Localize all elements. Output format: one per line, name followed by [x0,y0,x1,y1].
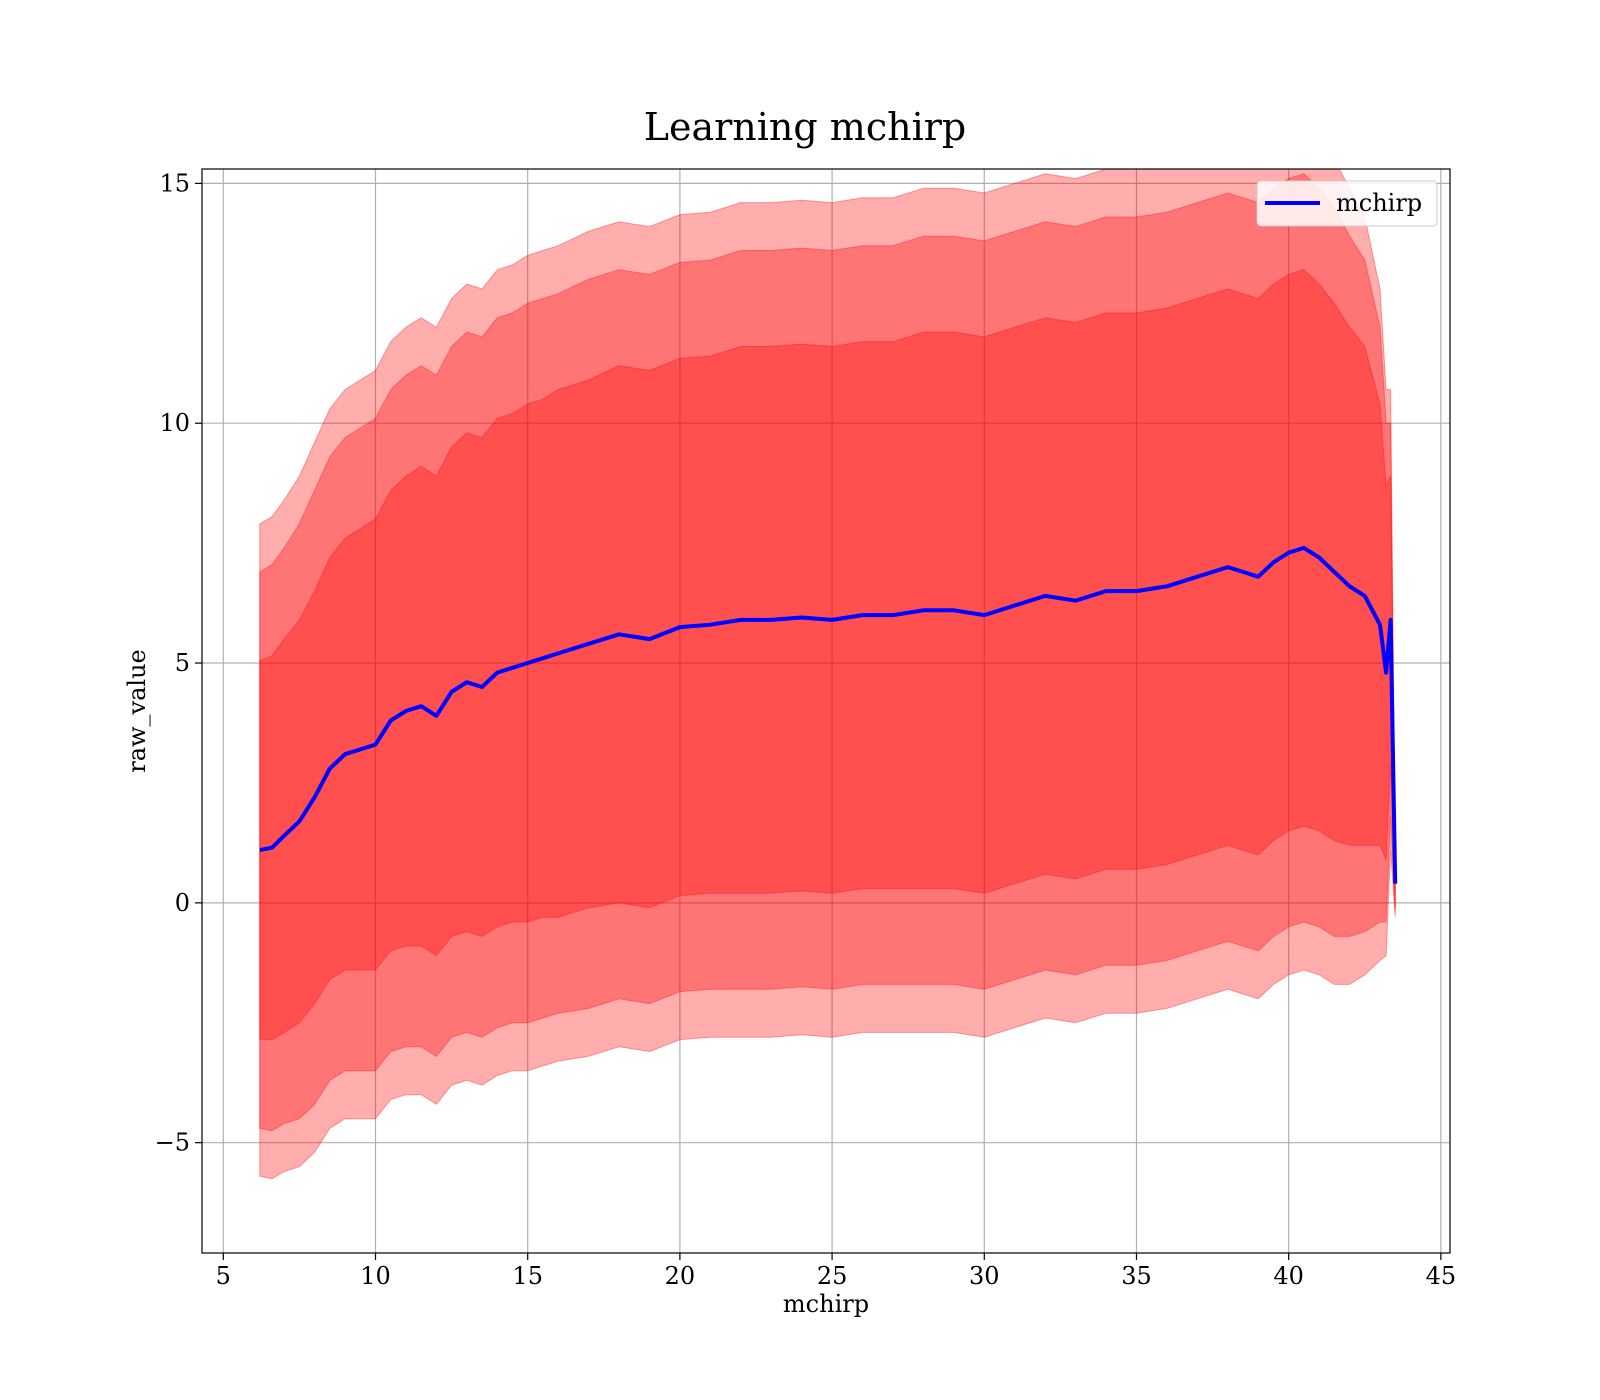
y-tick-label: −5 [155,1129,190,1157]
x-axis-ticks: 5 10 15 20 25 30 35 40 45 [216,1253,1456,1290]
y-tick-label: 15 [159,169,190,197]
x-tick-label: 40 [1273,1262,1304,1290]
grid-lines [202,169,1450,1253]
series-line-mchirp [259,545,1398,884]
band-sigma2 [259,173,1396,1132]
x-tick-label: 45 [1426,1262,1457,1290]
band-sigma3 [259,169,1396,1180]
y-tick-label: 5 [175,649,190,677]
y-axis-label: raw_value [123,649,151,773]
chart-title: Learning mchirp [644,105,966,149]
x-tick-label: 25 [817,1262,848,1290]
x-tick-label: 15 [512,1262,543,1290]
legend-entry-label: mchirp [1336,189,1422,217]
x-tick-label: 10 [360,1262,391,1290]
legend-box [1256,180,1438,227]
x-tick-label: 35 [1121,1262,1152,1290]
uncertainty-bands [259,169,1396,1180]
y-tick-label: 0 [175,889,190,917]
y-tick-label: 10 [159,409,190,437]
series-lines [259,545,1398,884]
plot-frame [201,168,1451,1254]
x-tick-label: 20 [665,1262,696,1290]
legend: mchirp [1256,180,1438,227]
x-tick-label: 30 [969,1262,1000,1290]
band-sigma1 [259,269,1396,1041]
x-axis-label: mchirp [783,1290,869,1318]
x-tick-label: 5 [216,1262,231,1290]
y-axis-ticks: −5 0 5 10 15 [155,169,202,1157]
